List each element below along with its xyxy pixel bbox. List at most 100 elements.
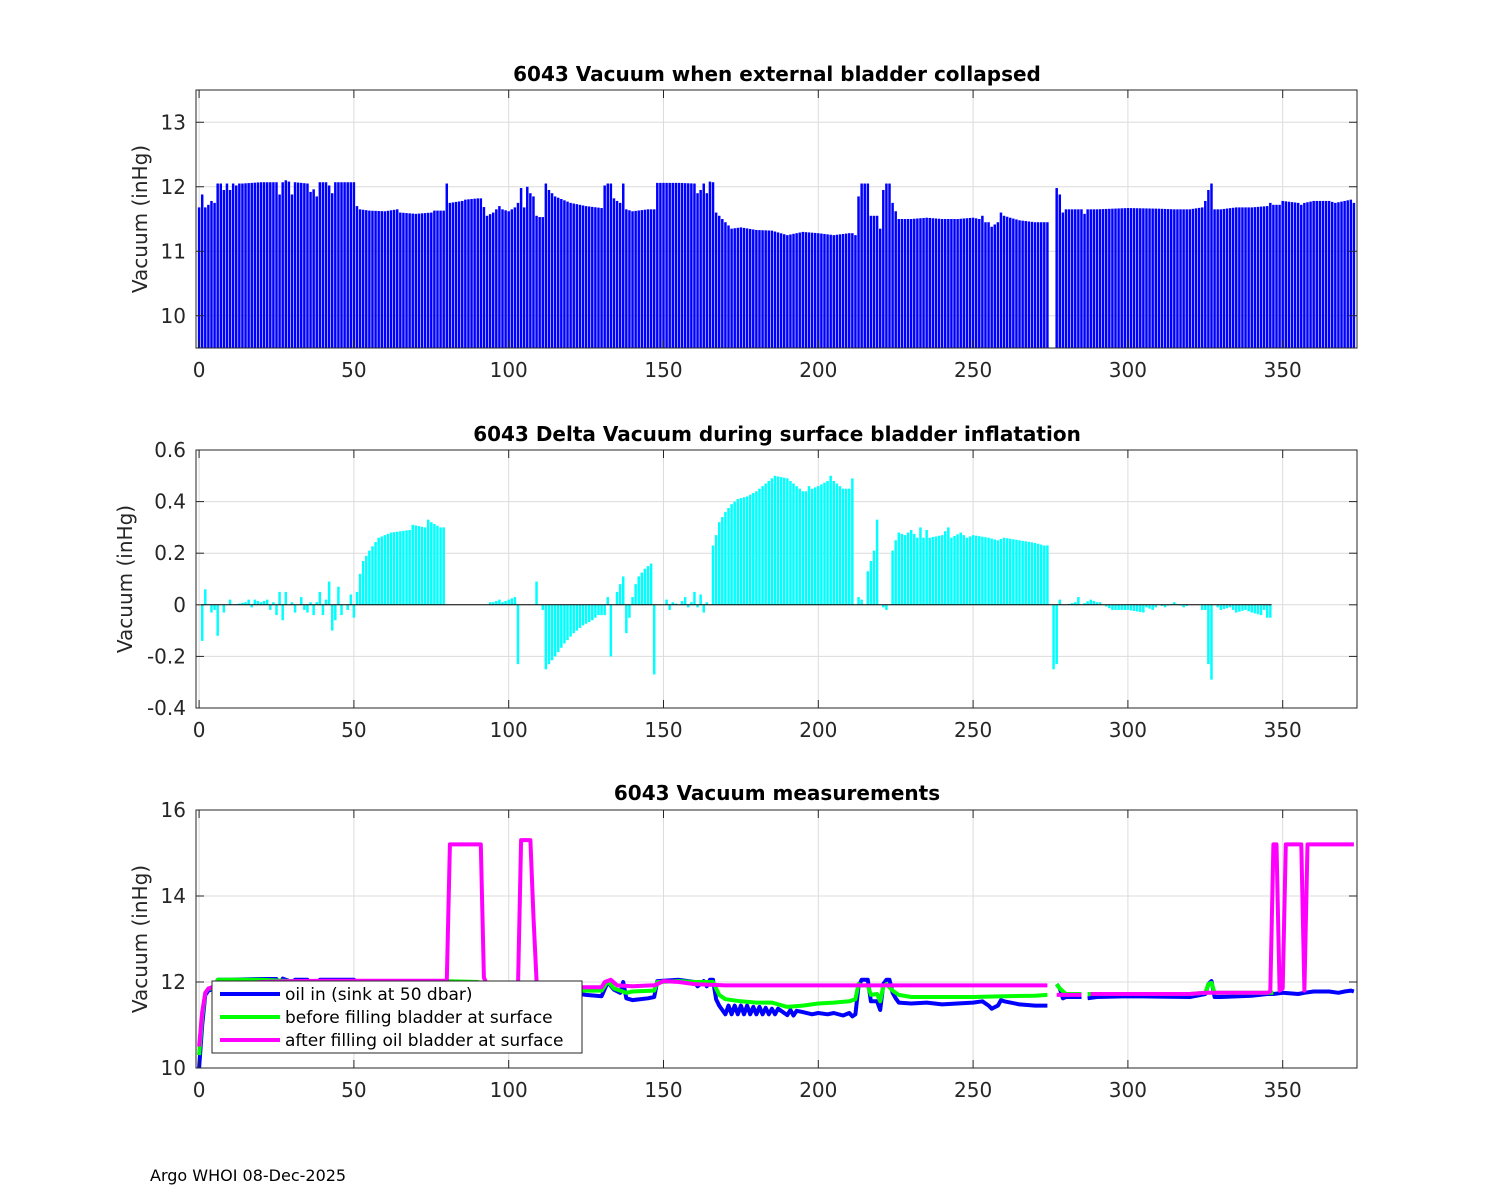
bar (358, 573, 362, 605)
bar (600, 604, 603, 616)
bar (414, 525, 418, 605)
bar (622, 183, 625, 348)
bar (714, 212, 718, 348)
bar (755, 229, 758, 348)
bar (671, 182, 675, 348)
bar (1182, 604, 1185, 608)
bar (501, 209, 504, 348)
bar (1145, 208, 1148, 348)
bar (1163, 208, 1167, 348)
bar (547, 189, 551, 348)
bar (752, 493, 755, 605)
bar (547, 604, 551, 665)
bar (1222, 604, 1226, 610)
bar (950, 219, 953, 348)
bar (625, 604, 628, 634)
bar (640, 210, 644, 348)
bar (652, 604, 656, 675)
bar (1262, 604, 1266, 610)
bar (943, 531, 947, 605)
bar (733, 501, 736, 605)
bar (290, 194, 294, 348)
bar (380, 536, 383, 605)
bar (355, 591, 359, 605)
bar (584, 604, 588, 624)
bar (931, 218, 935, 348)
y-tick-label: 10 (161, 304, 186, 328)
bar (925, 529, 928, 605)
bar (337, 182, 340, 348)
bar (634, 210, 637, 348)
bar (783, 234, 786, 348)
legend: oil in (sink at 50 dbar) before filling b… (211, 980, 583, 1054)
bar (618, 584, 622, 605)
bar (1009, 538, 1012, 605)
bar (953, 536, 956, 605)
bar (544, 183, 548, 348)
bar (1265, 206, 1269, 348)
bar (1024, 221, 1027, 348)
bar (1052, 604, 1055, 670)
bar (999, 212, 1003, 348)
bar (758, 230, 761, 348)
bar (906, 532, 910, 605)
bar (1101, 209, 1105, 348)
bar (1077, 597, 1080, 605)
bar (687, 604, 690, 608)
bar (1207, 189, 1210, 348)
bar (727, 225, 730, 348)
x-tick-label: 250 (954, 358, 992, 382)
bar (950, 537, 953, 605)
bar (504, 210, 507, 348)
bar (1039, 222, 1043, 348)
bar (869, 215, 873, 348)
bar (231, 183, 235, 348)
bar (368, 210, 371, 348)
bar (584, 206, 588, 348)
bar (717, 522, 721, 605)
bar (1148, 208, 1151, 348)
bar (439, 527, 442, 605)
bar (1204, 200, 1207, 348)
bar (256, 182, 260, 348)
bar (1039, 544, 1043, 605)
x-tick-label: 50 (341, 1078, 366, 1102)
bar (327, 581, 331, 605)
bar (392, 209, 396, 348)
bar (1300, 204, 1303, 348)
bar (1225, 208, 1229, 348)
bar (776, 232, 780, 348)
bar (603, 604, 606, 616)
bar (622, 576, 625, 605)
bar (798, 232, 801, 348)
bar (1269, 202, 1272, 348)
bar (1225, 604, 1229, 609)
bar (544, 604, 548, 670)
bar (272, 182, 275, 348)
x-tick-label: 200 (799, 358, 837, 382)
bar (1005, 216, 1009, 348)
bar (1126, 208, 1130, 348)
bar (560, 199, 563, 348)
x-tick-label: 350 (1264, 1078, 1302, 1102)
bar (461, 200, 464, 348)
bar (1269, 604, 1272, 618)
bar (374, 210, 377, 348)
axes-frame (195, 449, 1358, 709)
bar (770, 230, 774, 348)
bar (727, 508, 730, 605)
bar (1188, 209, 1192, 348)
bar (420, 213, 424, 348)
bar (572, 604, 575, 634)
bar (984, 537, 987, 605)
bar (974, 535, 978, 605)
bar (516, 202, 520, 348)
bar (767, 480, 770, 605)
bar (1061, 212, 1065, 348)
bar (1123, 604, 1127, 610)
bar (612, 198, 616, 348)
bar (773, 475, 777, 605)
bar (1015, 219, 1018, 348)
bar (1126, 604, 1130, 610)
bar (696, 604, 699, 608)
